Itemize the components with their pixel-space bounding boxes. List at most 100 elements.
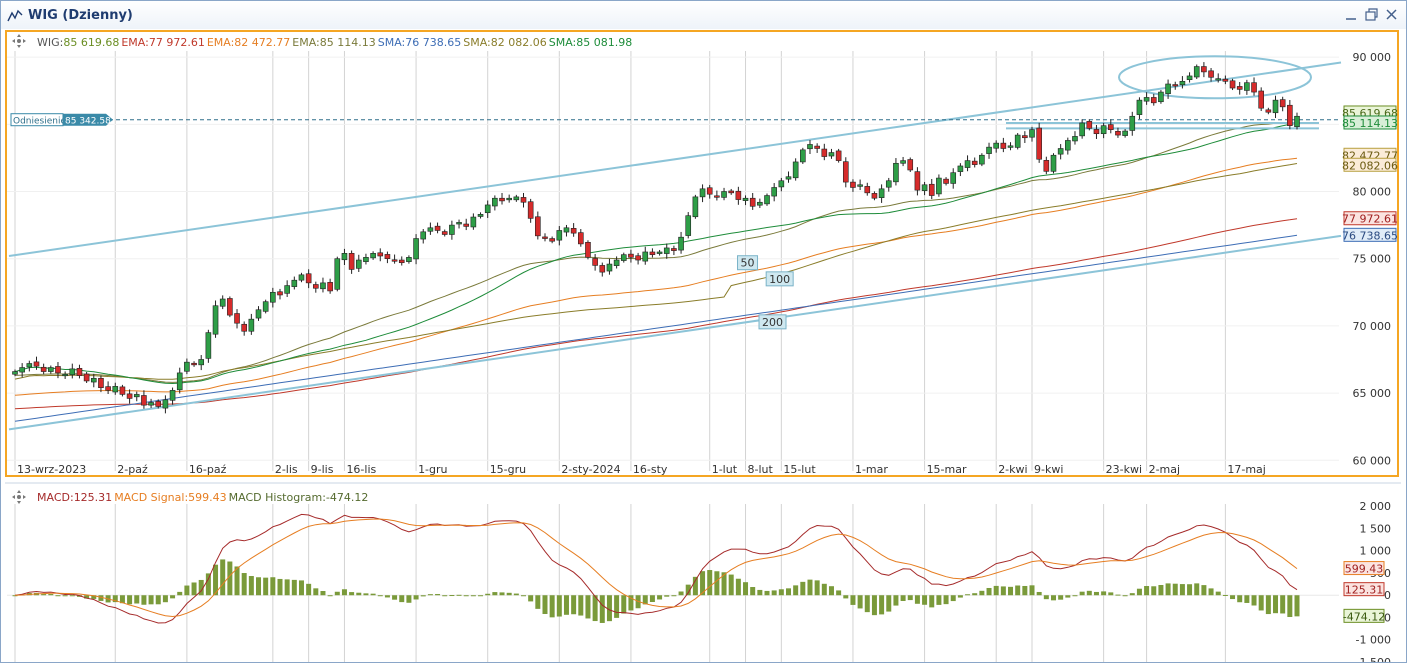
macd-histogram-bar [1237, 595, 1243, 603]
move-panel-icon[interactable] [12, 34, 26, 48]
macd-histogram-bar [177, 591, 183, 596]
price-tick-label: 80 000 [1353, 186, 1392, 199]
x-tick-label: 2-kwi [998, 463, 1027, 476]
candle-down [542, 236, 548, 239]
title-bar[interactable]: WIG (Dzienny) [1, 1, 1406, 29]
candle-down [1043, 160, 1050, 172]
macd-histogram-bar [256, 577, 262, 596]
candle-down [1251, 82, 1257, 93]
candle-up [1244, 82, 1250, 91]
candle-up [484, 204, 491, 214]
candle-up [413, 238, 419, 260]
price-legend-value: 82 082.06 [490, 36, 547, 49]
price-panel-frame[interactable] [5, 30, 1399, 477]
candle-up [993, 142, 999, 149]
candle-down [1022, 135, 1028, 139]
macd-tick-label: -1 500 [1356, 656, 1391, 662]
macd-histogram-bar [420, 595, 426, 597]
candle-up [62, 373, 68, 377]
macd-histogram-bar [750, 587, 756, 596]
candle-down [520, 197, 527, 203]
macd-histogram-bar [678, 591, 684, 596]
candle-down [434, 225, 441, 231]
macd-histogram-bar [356, 592, 362, 596]
macd-histogram-bar [205, 573, 211, 596]
candle-down [384, 254, 391, 259]
candle-up [19, 367, 25, 373]
price-legend: WIG:85 619.68 EMA:77 972.61 EMA:82 472.77 E… [37, 36, 634, 49]
candle-up [1129, 115, 1136, 131]
macd-tick-label: 0 [1384, 589, 1391, 602]
candle-up [449, 224, 455, 235]
macd-histogram-bar [907, 595, 913, 601]
macd-histogram-bar [1072, 595, 1078, 597]
candle-down [348, 253, 355, 270]
macd-histogram-bar [220, 559, 226, 596]
candle-up [248, 318, 255, 332]
macd-histogram-bar [392, 595, 398, 600]
candle-down [1000, 142, 1007, 149]
macd-tag-box [1343, 608, 1385, 623]
macd-tick-label: 2 000 [1360, 500, 1392, 513]
candle-down [377, 252, 384, 257]
macd-histogram-bar [836, 590, 842, 596]
candle-up [792, 161, 799, 179]
candle-up [893, 162, 899, 183]
macd-histogram-bar [556, 595, 562, 617]
close-icon[interactable] [1383, 7, 1399, 23]
maximize-icon[interactable] [1363, 7, 1379, 23]
x-tick-label: 15-lut [783, 463, 816, 476]
macd-legend-label: MACD Signal: [114, 491, 189, 504]
candle-up [620, 254, 627, 261]
x-tick-label: 17-maj [1227, 463, 1265, 476]
price-legend-label: SMA: [548, 36, 577, 49]
macd-histogram-bar [578, 595, 584, 616]
candle-up [1065, 140, 1071, 151]
macd-histogram-bar [41, 594, 47, 596]
candle-up [1193, 66, 1200, 78]
x-tick-label: 8-lut [748, 463, 774, 476]
price-tick-label: 70 000 [1353, 320, 1392, 333]
macd-histogram-bar [1022, 585, 1028, 596]
candle-up [556, 230, 563, 241]
macd-histogram-bar [1086, 590, 1092, 596]
macd-histogram-bar [499, 592, 505, 596]
macd-histogram-bar [1172, 583, 1178, 596]
candle-down [671, 248, 677, 251]
macd-histogram-bar [370, 593, 376, 596]
macd-histogram-bar [1215, 591, 1221, 596]
macd-histogram-bar [442, 595, 448, 597]
macd-histogram-bar [1244, 595, 1250, 603]
macd-histogram-bar [263, 577, 269, 596]
candle-down [191, 362, 197, 366]
ma-period-label: 100 [769, 273, 790, 286]
candle-up [721, 191, 727, 198]
macd-histogram-bar [972, 593, 978, 596]
macd-histogram-bar [571, 595, 577, 615]
candle-down [1036, 127, 1042, 160]
macd-histogram-bar [592, 595, 598, 622]
macd-histogram-bar [778, 589, 784, 596]
macd-histogram-bar [771, 590, 777, 596]
macd-histogram-bar [743, 582, 749, 596]
price-legend-label: EMA: [206, 36, 235, 49]
x-tick-label: 15-mar [927, 463, 967, 476]
macd-histogram-bar [1165, 583, 1171, 596]
candle-up [1158, 91, 1164, 103]
indicator-line-ema [14, 157, 1298, 396]
macd-histogram-bar [1208, 588, 1214, 596]
macd-tag-box [1343, 582, 1385, 597]
upper-trend-line [8, 61, 1342, 257]
candle-down [864, 186, 871, 194]
macd-histogram-bar [313, 588, 319, 596]
candle-up [169, 390, 176, 401]
minimize-icon[interactable] [1343, 7, 1359, 23]
x-tick-label: 15-gru [490, 463, 526, 476]
move-macd-icon[interactable] [12, 490, 26, 504]
candle-down [549, 238, 555, 242]
candle-down [592, 258, 598, 266]
macd-histogram-bar [893, 595, 899, 606]
macd-histogram-bar [334, 591, 340, 596]
